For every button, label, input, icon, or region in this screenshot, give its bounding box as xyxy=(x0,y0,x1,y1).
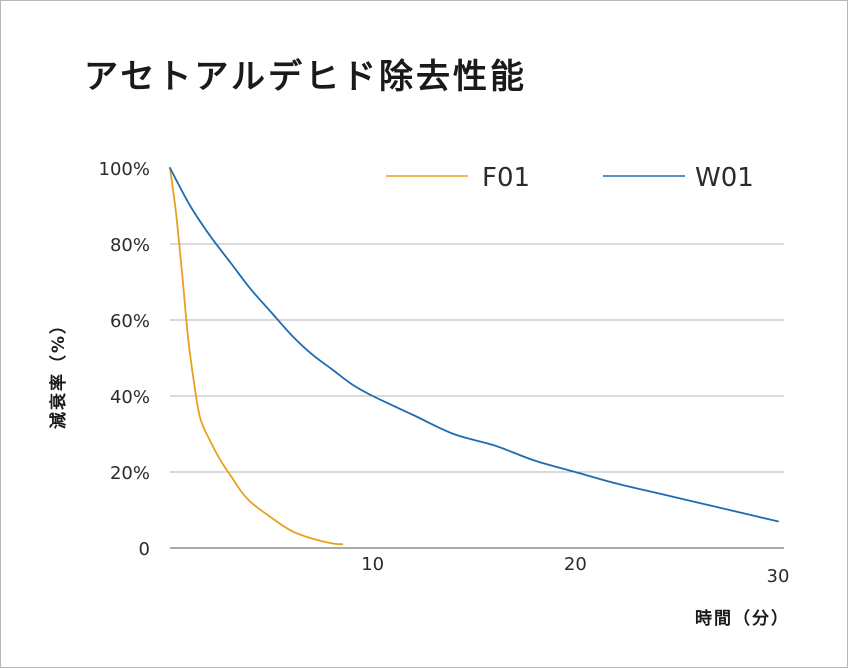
legend-label-f01: F01 xyxy=(482,163,530,193)
x-tick-label: 20 xyxy=(564,554,587,575)
y-tick-label: 40% xyxy=(110,387,150,408)
y-tick-label: 100% xyxy=(99,159,150,180)
legend: F01 W01 xyxy=(386,163,754,193)
y-tick-label: 60% xyxy=(110,311,150,332)
x-tick-labels: 10 20 30 xyxy=(361,554,789,587)
y-tick-labels: 0 20% 40% 60% 80% 100% xyxy=(99,159,150,560)
series-lines xyxy=(169,167,779,546)
series-line-w01 xyxy=(169,167,779,523)
x-axis-label: 時間（分） xyxy=(695,608,790,629)
chart-title: アセトアルデヒド除去性能 xyxy=(84,57,527,97)
y-tick-label: 80% xyxy=(110,235,150,256)
series-line-f01 xyxy=(169,167,344,546)
grid-lines xyxy=(170,243,784,473)
y-tick-label: 20% xyxy=(110,463,150,484)
legend-label-w01: W01 xyxy=(695,163,754,193)
x-tick-label: 30 xyxy=(767,566,790,587)
y-axis-label: 減衰率（%） xyxy=(48,315,69,429)
y-tick-label: 0 xyxy=(139,539,150,560)
x-tick-label: 10 xyxy=(361,554,384,575)
